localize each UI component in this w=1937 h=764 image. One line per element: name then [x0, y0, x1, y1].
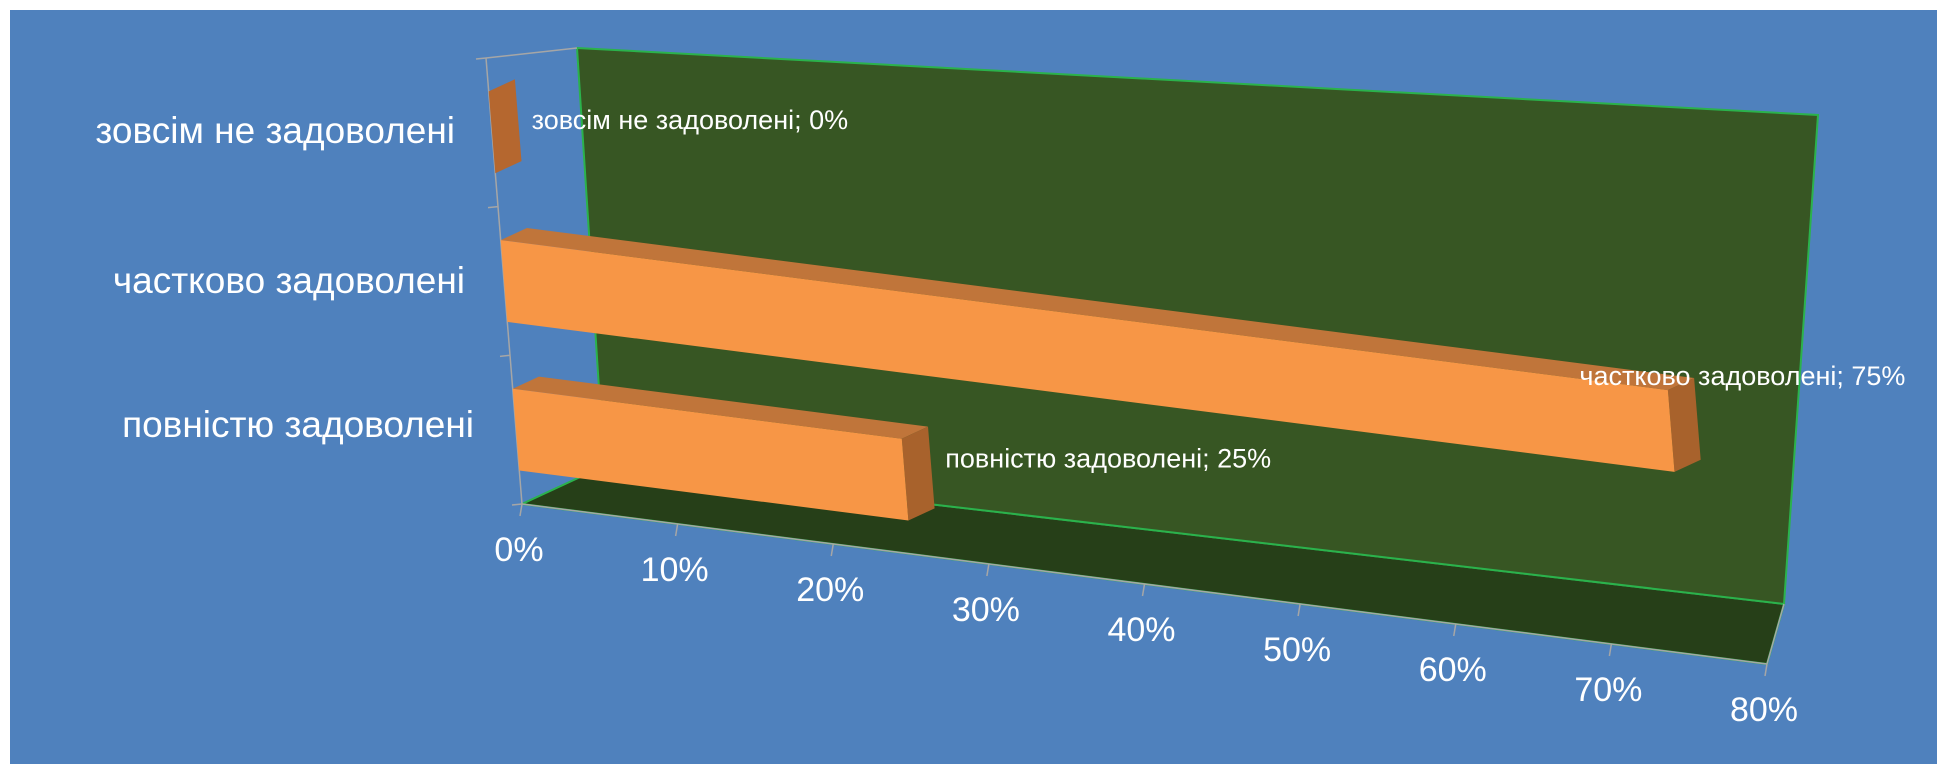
y-axis-tick: [499, 354, 511, 358]
x-axis-tick: [1141, 583, 1146, 597]
x-tick-label: 70%: [1574, 671, 1642, 709]
x-tick-label: 80%: [1730, 691, 1798, 729]
y-axis-tick: [511, 503, 523, 506]
x-axis-tick: [519, 503, 523, 517]
x-tick-label: 0%: [494, 531, 543, 569]
x-axis-end-depth: [1766, 603, 1785, 665]
x-tick-label: 10%: [641, 551, 709, 589]
x-axis-ticks: 0% 10% 20% 30% 40% 50% 60% 70% 80%: [494, 503, 1798, 729]
x-axis-tick: [830, 543, 834, 557]
x-tick-label: 50%: [1263, 631, 1331, 669]
bar-0-cap: [488, 79, 522, 174]
bar-1-side: [1667, 378, 1701, 472]
data-label-0: зовсім не задоволені; 0%: [532, 105, 848, 135]
bar-1-top: [500, 228, 1695, 391]
bar-2-side: [901, 426, 935, 521]
category-label-1: частково задоволені: [113, 260, 465, 301]
x-axis-tick: [1297, 603, 1301, 617]
bar-1-front: [500, 240, 1675, 472]
y-axis-tick: [475, 57, 487, 60]
chart-bars: [488, 79, 1701, 521]
x-axis-tick: [1764, 663, 1768, 677]
x-tick-label: 40%: [1107, 611, 1175, 649]
y-axis-top-depth: [485, 47, 578, 59]
x-axis-tick: [986, 563, 990, 577]
data-label-2: повністю задоволені; 25%: [945, 444, 1271, 474]
x-tick-label: 30%: [952, 591, 1020, 629]
bar-2-front: [512, 388, 909, 521]
x-tick-label: 60%: [1419, 651, 1487, 689]
data-label-1: частково задоволені; 75%: [1579, 361, 1905, 391]
category-label-0: зовсім не задоволені: [95, 110, 455, 151]
category-labels: зовсім не задоволені частково задоволені п…: [95, 110, 474, 445]
x-tick-label: 20%: [796, 571, 864, 609]
y-axis-tick: [487, 205, 499, 209]
x-axis-tick: [1453, 623, 1457, 637]
category-label-2: повністю задоволені: [122, 404, 474, 445]
bar-2-top: [512, 376, 928, 439]
x-axis-tick: [674, 523, 679, 537]
x-axis-tick: [1608, 643, 1613, 657]
data-labels: зовсім не задоволені; 0% частково задовол…: [532, 105, 1906, 474]
